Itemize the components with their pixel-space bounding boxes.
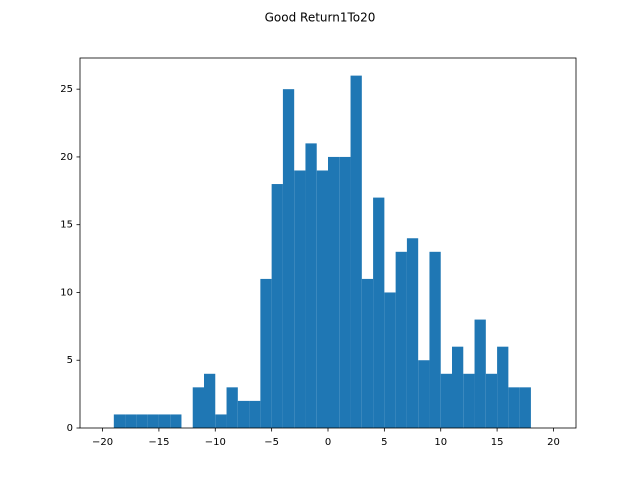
bar xyxy=(519,387,531,428)
bar xyxy=(497,346,509,428)
bar xyxy=(328,156,340,428)
bar xyxy=(204,373,216,428)
bar xyxy=(305,143,317,428)
bar xyxy=(113,414,126,428)
bar xyxy=(260,278,272,428)
bar xyxy=(429,251,441,428)
bar xyxy=(350,75,362,428)
bar xyxy=(226,387,238,428)
bar xyxy=(125,414,137,428)
bar xyxy=(395,251,407,428)
bar xyxy=(316,170,328,428)
bar xyxy=(339,156,351,428)
bar xyxy=(294,170,306,428)
y-tick-label: 5 xyxy=(67,355,73,366)
bar xyxy=(373,197,385,428)
bar xyxy=(170,414,182,428)
bar xyxy=(463,373,475,428)
bar xyxy=(508,387,520,428)
bar xyxy=(406,238,419,428)
x-tick-label: −15 xyxy=(148,437,169,448)
bar xyxy=(361,278,374,428)
x-tick-label: −20 xyxy=(92,437,113,448)
bar xyxy=(158,414,171,428)
x-tick-label: 10 xyxy=(434,437,447,448)
bar xyxy=(237,400,250,428)
y-tick-label: 10 xyxy=(60,287,73,298)
bar xyxy=(192,387,204,428)
y-tick-label: 15 xyxy=(60,220,73,231)
bar xyxy=(384,292,396,428)
bar xyxy=(136,414,148,428)
bar xyxy=(485,373,498,428)
x-tick-label: −5 xyxy=(264,437,279,448)
x-tick-label: 15 xyxy=(491,437,504,448)
bar xyxy=(418,360,430,428)
bar xyxy=(440,373,452,428)
x-tick-label: −10 xyxy=(205,437,226,448)
bar xyxy=(271,184,283,428)
bar xyxy=(452,346,464,428)
bar xyxy=(215,414,227,428)
chart-title: Good Return1To20 xyxy=(265,11,376,25)
x-tick-label: 20 xyxy=(547,437,560,448)
x-tick-label: 5 xyxy=(381,437,387,448)
bar xyxy=(249,400,261,428)
bar xyxy=(282,89,295,429)
bar xyxy=(474,319,486,428)
y-tick-label: 20 xyxy=(60,152,73,163)
x-tick-label: 0 xyxy=(325,437,331,448)
y-tick-label: 0 xyxy=(67,423,73,434)
plot-frame xyxy=(79,57,577,429)
y-tick-label: 25 xyxy=(60,84,73,95)
bar xyxy=(147,414,159,428)
